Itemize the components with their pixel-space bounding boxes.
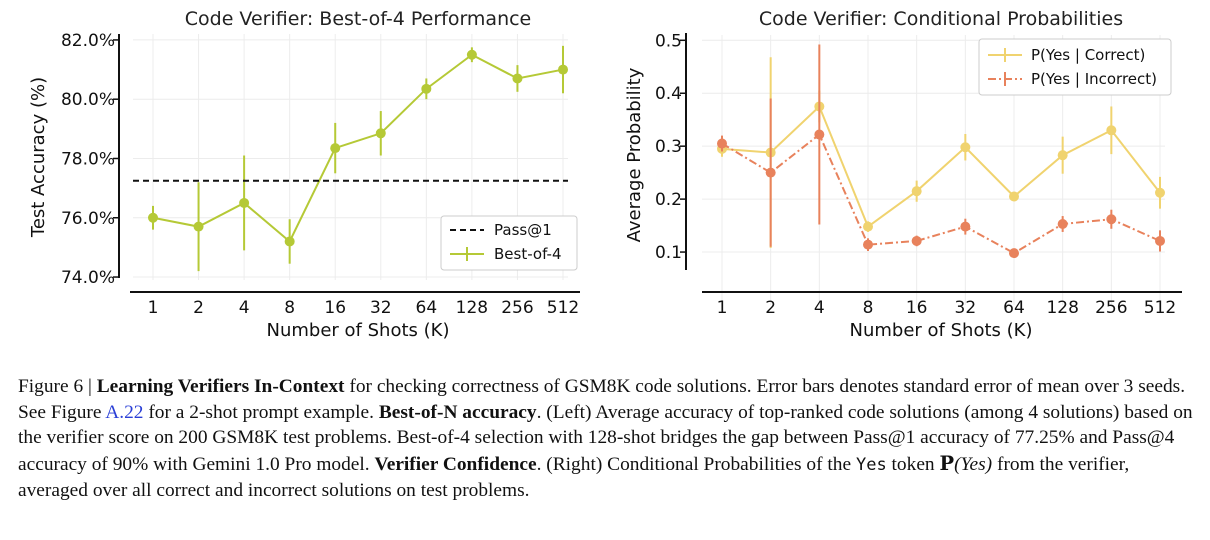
x-tick-label: 256 [501,298,533,318]
x-tick-label: 128 [456,298,488,318]
y-tick-label: 0.5 [655,31,682,51]
p-yes-incorrect-point [1155,235,1165,246]
y-tick-label: 0.1 [655,243,682,263]
right-legend-box [978,38,1172,96]
x-tick-label: 512 [1144,298,1176,318]
x-tick-label: 2 [765,298,776,318]
left-chart-title: Code Verifier: Best-of-4 Performance [185,8,532,30]
legend-p-yes-correct-label: P(Yes | Correct) [1031,46,1145,64]
right-y-axis-label: Average Probability [624,67,645,242]
best-of-4-point [284,236,295,247]
best-of-4-line [152,53,564,244]
left-axes [118,34,580,293]
caption-text-1: for checking correctness of GSM8K code s… [18,376,1186,423]
p-yes-incorrect-point [717,138,727,149]
x-tick-label: 32 [370,298,392,318]
p-yes-incorrect-point [863,239,873,250]
caption-title: Learning Verifiers In-Context [96,376,345,397]
figure-caption: Figure 6 | Learning Verifiers In-Context… [18,374,1198,504]
y-tick-label: 78.0% [61,149,115,169]
p-yes-correct-point [1106,125,1117,136]
p-yes-incorrect-point [1009,248,1019,259]
caption-yes-token: Yes [855,454,887,475]
left-legend: Pass@1 Best-of-4 [440,215,578,271]
x-tick-label: 8 [863,298,874,318]
x-tick-label: 64 [416,298,438,318]
p-yes-incorrect-point [1057,219,1068,229]
right-x-ticks: 1 2 4 8 16 32 64 128 256 512 [717,298,1177,318]
right-chart-title: Code Verifier: Conditional Probabilities [759,8,1123,30]
x-tick-label: 1 [148,298,159,318]
legend-p-yes-incorrect-label: P(Yes | Incorrect) [1031,70,1157,88]
y-tick-label: 0.2 [655,190,682,210]
caption-text-2: for a 2-shot prompt example. [143,401,379,423]
y-tick-label: 0.4 [655,84,682,104]
y-tick-label: 80.0% [61,90,115,110]
best-of-4-point [512,73,523,84]
p-yes-correct-point [1155,187,1165,198]
y-tick-label: 0.3 [655,137,682,157]
x-tick-label: 4 [239,298,250,318]
y-tick-label: 76.0% [61,209,115,229]
figure-charts: Code Verifier: Best-of-4 Performance 74.… [28,8,1182,341]
right-y-ticks: 0.1 0.2 0.3 0.4 0.5 [655,31,686,263]
caption-text-5: token [886,453,940,475]
left-y-ticks: 74.0% 76.0% 78.0% 80.0% 82.0% [61,31,119,288]
p-yes-incorrect-point [1106,214,1117,225]
p-yes-correct-point [911,186,922,197]
p-yes-correct-point [1009,191,1019,202]
p-yes-correct-point [863,221,873,232]
best-of-4-point [148,212,158,223]
right-data [717,44,1165,259]
right-chart: Code Verifier: Conditional Probabilities… [624,8,1182,341]
x-tick-label: 4 [814,298,825,318]
right-x-axis-label: Number of Shots (K) [850,320,1033,341]
x-tick-label: 512 [547,298,579,318]
best-of-4-point [239,197,250,208]
p-yes-correct-line [721,104,1161,229]
x-tick-label: 64 [1003,298,1025,318]
x-tick-label: 32 [955,298,977,318]
x-tick-label: 128 [1046,298,1078,318]
best-of-4-point [466,49,477,60]
x-tick-label: 1 [717,298,728,318]
caption-best-of-n-heading: Best-of-N accuracy [378,401,537,423]
caption-text-4: . (Right) Conditional Probabilities of t… [536,453,856,475]
right-legend: P(Yes | Correct) P(Yes | Incorrect) [978,38,1172,96]
legend-best-of-4-label: Best-of-4 [494,245,562,263]
caption-prefix: Figure 6 | [18,376,97,397]
best-of-4-point [330,143,341,154]
caption-text-3: . (Left) Average accuracy of top-ranked … [18,401,1193,475]
p-yes-correct-point [1057,150,1068,161]
p-yes-incorrect-point [765,167,776,178]
figure-a22-link[interactable]: A.22 [105,401,144,423]
p-yes-incorrect-point [814,129,825,140]
caption-prob-arg: (Yes) [954,453,993,475]
p-yes-correct-point [960,142,971,153]
left-data [133,45,568,272]
x-tick-label: 16 [906,298,928,318]
p-yes-incorrect-line [721,132,1161,255]
x-tick-label: 256 [1095,298,1127,318]
best-of-4-point [375,128,386,139]
best-of-4-point [193,221,204,232]
left-y-axis-label: Test Accuracy (%) [28,77,49,238]
p-yes-incorrect-point [911,235,922,246]
y-tick-label: 74.0% [61,268,115,288]
x-tick-label: 16 [324,298,346,318]
caption-text-6: from the verifier, averaged over all cor… [18,453,1130,502]
p-yes-incorrect-point [960,221,971,232]
left-x-ticks: 1 2 4 8 16 32 64 128 256 512 [148,298,580,318]
left-chart: Code Verifier: Best-of-4 Performance 74.… [28,8,580,341]
probability-symbol: P [939,451,955,475]
best-of-4-point [421,83,432,94]
y-tick-label: 82.0% [61,31,115,51]
right-axes [685,33,1182,293]
left-x-axis-label: Number of Shots (K) [267,320,450,341]
caption-verifier-confidence-heading: Verifier Confidence [374,453,537,475]
x-tick-label: 2 [193,298,204,318]
legend-pass1-label: Pass@1 [494,221,552,239]
best-of-4-point [558,64,568,75]
x-tick-label: 8 [284,298,295,318]
